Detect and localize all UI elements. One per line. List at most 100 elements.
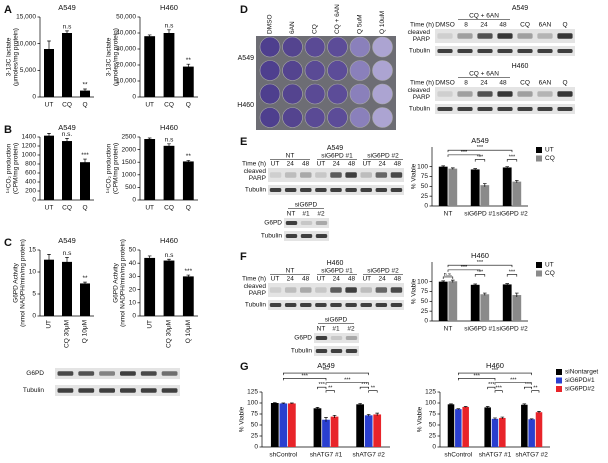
bar (470, 169, 480, 206)
blot-band (300, 303, 312, 307)
significance-bracket (447, 269, 481, 272)
error-bar (485, 406, 490, 409)
significance: *** (344, 378, 351, 384)
x-tick-label: shATG7 #2 (515, 452, 548, 459)
y-tick-label: 2500 (122, 134, 137, 141)
plate-column-label: Q 10uM (379, 11, 386, 34)
lane-label: NT (317, 326, 326, 333)
y-tick-label: 1500 (122, 159, 137, 166)
well (349, 83, 371, 105)
annotation: ** (186, 153, 192, 160)
chart-title: H460 (160, 236, 178, 245)
lane-label: CQ (520, 80, 530, 87)
blot-label: PARP (413, 94, 430, 101)
bar (528, 419, 535, 447)
y-tick-label: 25 (429, 433, 437, 440)
well (259, 36, 281, 58)
blot-band (269, 303, 282, 307)
y-tick-label: 10,000 (116, 78, 136, 85)
blot-band (537, 33, 553, 39)
y-tick-label: 800 (25, 161, 36, 168)
bar (288, 403, 296, 447)
lane-label: CQ (520, 22, 530, 29)
blot-band (345, 349, 358, 353)
error-bar (186, 160, 191, 163)
y-axis-label: ¹⁴CO₂ production (106, 143, 113, 193)
blot-band (315, 188, 327, 192)
bar (279, 403, 288, 447)
well (327, 36, 348, 58)
lane-label: 8 (464, 22, 468, 29)
error-bar (451, 279, 455, 283)
blot-band (315, 287, 327, 293)
bar (80, 283, 90, 316)
plate-column-label: Q 5uM (357, 14, 364, 34)
significance: n.s. (444, 272, 453, 278)
blot-band (57, 371, 74, 376)
y-tick-label: 0 (132, 94, 136, 101)
chart-title: H460 (160, 3, 178, 12)
significance-bracket (317, 386, 327, 390)
blot-label: PARP (413, 36, 430, 43)
legend-label: UT (545, 262, 554, 269)
y-tick-label: 500 (125, 184, 136, 191)
panel-letter: E (240, 136, 247, 148)
bar (455, 409, 462, 447)
significance: *** (301, 373, 308, 379)
blot-label: Tubulin (261, 233, 282, 240)
blot-band (300, 287, 312, 293)
blot-band (269, 188, 282, 192)
y-tick-label: 75 (251, 411, 259, 418)
bar (470, 284, 480, 321)
legend-swatch (556, 386, 562, 392)
bar (163, 33, 175, 97)
x-tick-label: UT (46, 320, 53, 329)
well (304, 107, 326, 128)
blot-band (57, 388, 74, 393)
lane-label: 48 (302, 276, 310, 283)
x-tick-label: CQ (164, 205, 174, 212)
x-tick-label: CQ 30μM (64, 320, 71, 348)
blot-band (557, 107, 573, 111)
well (259, 83, 281, 105)
y-tick-label: 400 (25, 179, 36, 186)
error-bar (47, 40, 51, 57)
lane-label: #1 (302, 211, 310, 218)
chart-title: H460 (160, 123, 178, 132)
y-tick-label: 2000 (122, 146, 137, 153)
x-tick-label: shATG7 #1 (310, 452, 343, 459)
blot-band (517, 33, 533, 39)
error-bar (483, 292, 487, 296)
legend-label: siG6PD#1 (565, 377, 595, 384)
y-tick-label: 50 (421, 183, 429, 190)
lane-label: UT (271, 276, 280, 283)
blot-band (497, 49, 513, 53)
bar (448, 281, 458, 321)
blot-label: Tubulin (291, 348, 312, 355)
error-bar (65, 30, 69, 36)
y-tick-label: 0 (424, 318, 428, 325)
error-bar (537, 411, 541, 414)
blot-band (360, 303, 372, 307)
annotation: ** (82, 82, 88, 89)
lane-label: 24 (480, 22, 488, 29)
x-tick-label: CQ (164, 102, 174, 109)
y-tick-label: 0 (132, 197, 136, 204)
blot-label: cleaved (408, 87, 431, 94)
significance-bracket (458, 378, 496, 381)
blot-band (140, 388, 157, 393)
y-tick-label: 0 (32, 313, 36, 320)
blot-band (330, 303, 342, 307)
blot-band (99, 388, 115, 393)
y-axis-label: (CPM/mg protein) (113, 143, 120, 194)
error-bar (493, 417, 497, 420)
lane-label: 24 (480, 80, 488, 87)
blot-band (477, 107, 493, 111)
error-bar (315, 407, 320, 410)
y-tick-label: 75 (421, 288, 429, 295)
lane-label: 24 (287, 161, 295, 168)
y-tick-label: 50 (429, 422, 437, 429)
blot-group: siG6PD #1 (321, 153, 353, 160)
significance: *** (319, 382, 326, 388)
